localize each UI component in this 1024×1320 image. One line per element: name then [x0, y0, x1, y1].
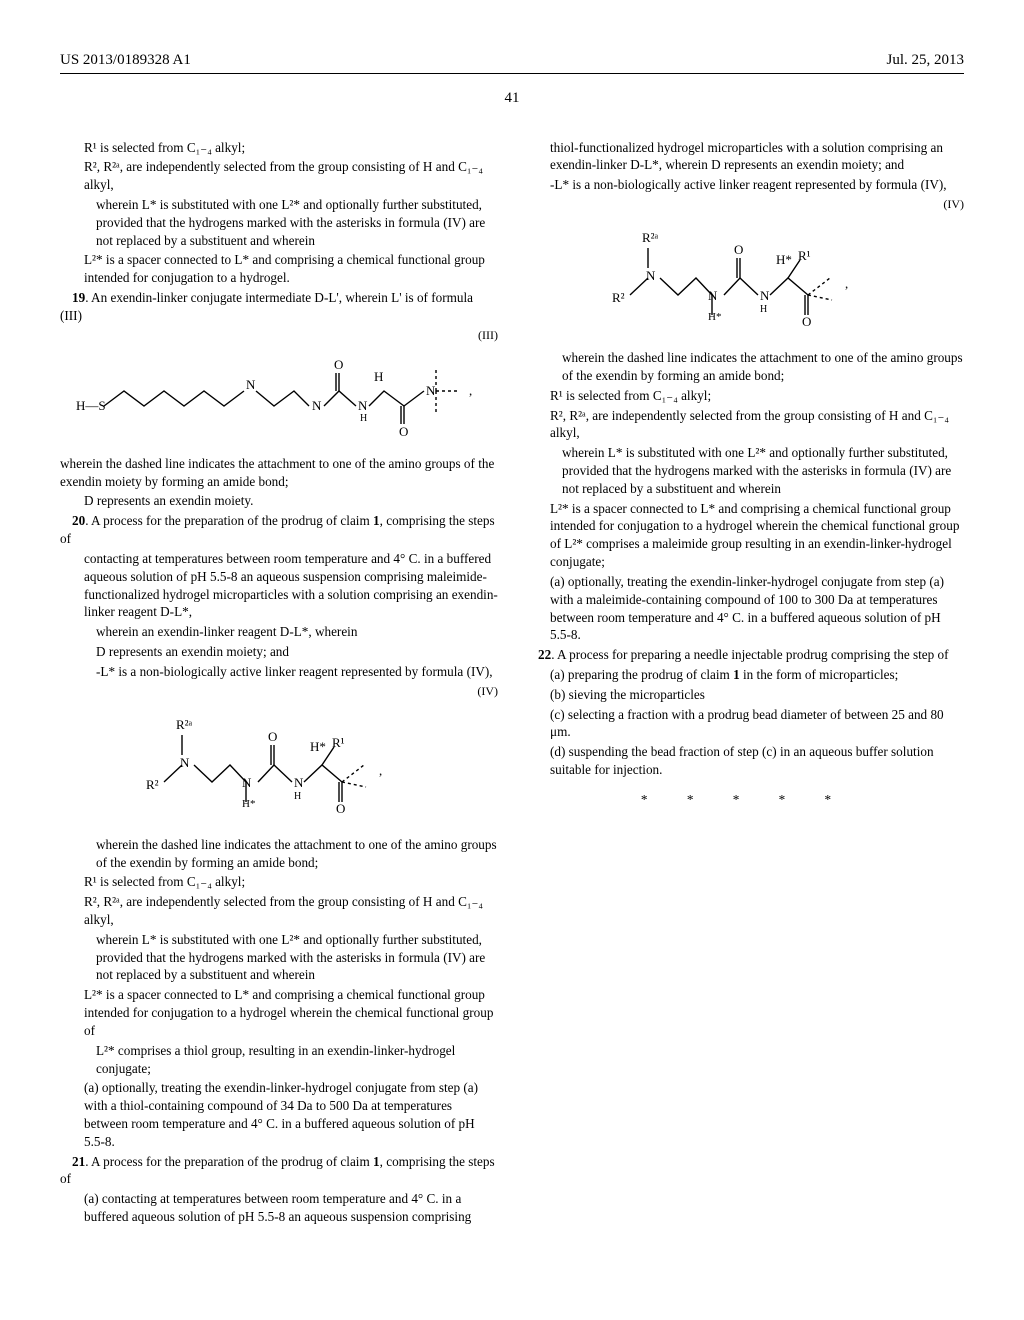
claims-text: R¹ is selected from C₁₋₄ alkyl; R², R²ᵃ,…	[60, 139, 964, 1229]
svg-text:,: ,	[469, 383, 472, 398]
svg-text:R²: R²	[146, 777, 159, 792]
svg-text:N: N	[358, 398, 368, 413]
svg-text:N: N	[242, 775, 252, 790]
svg-text:N: N	[180, 755, 190, 770]
formula-tag-iv-2: (IV)	[526, 196, 964, 212]
page-number: 41	[60, 88, 964, 108]
svg-text:N: N	[646, 268, 656, 283]
claim-number: 22	[538, 647, 551, 662]
svg-text:O: O	[334, 357, 343, 372]
svg-text:H: H	[294, 791, 301, 802]
svg-text:H*: H*	[242, 798, 255, 810]
svg-text:H*: H*	[776, 252, 792, 267]
claim-line: -L* is a non-biologically active linker …	[60, 663, 498, 681]
svg-text:H: H	[760, 304, 767, 315]
claim-line: (d) suspending the bead fraction of step…	[526, 743, 964, 779]
claim-line: D represents an exendin moiety.	[60, 492, 498, 510]
claim-line: R², R²ᵃ, are independently selected from…	[526, 407, 964, 443]
formula-iv-block-1: (IV) R²	[60, 683, 498, 822]
claim-line: wherein L* is substituted with one L²* a…	[60, 196, 498, 249]
svg-text:N: N	[294, 775, 304, 790]
claim-line: R¹ is selected from C₁₋₄ alkyl;	[60, 139, 498, 157]
claim-number: 21	[72, 1154, 85, 1169]
formula-tag-iii: (III)	[60, 327, 498, 343]
svg-text:N: N	[760, 288, 770, 303]
svg-text:H—S: H—S	[76, 398, 106, 413]
svg-text:R¹: R¹	[332, 735, 345, 750]
claim-text: . An exendin-linker conjugate intermedia…	[60, 290, 473, 323]
claim-19: 19. An exendin-linker conjugate intermed…	[60, 289, 498, 325]
claim-line: D represents an exendin moiety; and	[60, 643, 498, 661]
claim-number: 20	[72, 513, 85, 528]
claim-line: wherein the dashed line indicates the at…	[60, 455, 498, 491]
claim-line: -L* is a non-biologically active linker …	[526, 176, 964, 194]
publication-number: US 2013/0189328 A1	[60, 50, 191, 70]
svg-text:R²ᵃ: R²ᵃ	[642, 230, 659, 245]
claim-line: L²* is a spacer connected to L* and comp…	[60, 986, 498, 1039]
svg-text:H*: H*	[708, 311, 721, 323]
claim-line: (c) selecting a fraction with a prodrug …	[526, 706, 964, 742]
claim-line: R², R²ᵃ, are independently selected from…	[60, 893, 498, 929]
patent-page: US 2013/0189328 A1 Jul. 25, 2013 41 R¹ i…	[0, 0, 1024, 1320]
claim-line: L²* is a spacer connected to L* and comp…	[526, 500, 964, 571]
svg-text:O: O	[399, 424, 408, 439]
claim-text: in the form of microparticles;	[740, 667, 899, 682]
claim-line: R², R²ᵃ, are independently selected from…	[60, 158, 498, 194]
formula-iv-block-2: (IV) R²	[526, 196, 964, 335]
claim-line: wherein the dashed line indicates the at…	[526, 349, 964, 385]
claim-line: R¹ is selected from C₁₋₄ alkyl;	[60, 873, 498, 891]
formula-tag-iv: (IV)	[60, 683, 498, 699]
svg-text:N: N	[312, 398, 322, 413]
claim-text: . A process for the preparation of the p…	[85, 1154, 373, 1169]
svg-text:N: N	[246, 377, 256, 392]
claim-22: 22. A process for preparing a needle inj…	[526, 646, 964, 664]
claim-line: wherein an exendin-linker reagent D-L*, …	[60, 623, 498, 641]
claim-text: . A process for preparing a needle injec…	[551, 647, 948, 662]
svg-text:,: ,	[845, 276, 848, 291]
claim-line: wherein L* is substituted with one L²* a…	[60, 931, 498, 984]
svg-text:O: O	[268, 729, 277, 744]
formula-iii-block: (III) H—S N	[60, 327, 498, 441]
publication-date: Jul. 25, 2013	[886, 50, 964, 70]
claim-line: L²* is a spacer connected to L* and comp…	[60, 251, 498, 287]
claim-text: (a) preparing the prodrug of claim	[550, 667, 733, 682]
svg-text:R²ᵃ: R²ᵃ	[176, 717, 193, 732]
claim-ref: 1	[733, 667, 740, 682]
claim-text: . A process for the preparation of the p…	[85, 513, 373, 528]
claim-line: (b) sieving the microparticles	[526, 686, 964, 704]
claim-20: 20. A process for the preparation of the…	[60, 512, 498, 548]
claim-line: (a) preparing the prodrug of claim 1 in …	[526, 666, 964, 684]
svg-text:R²: R²	[612, 290, 625, 305]
end-of-claims-marker: * * * * *	[526, 791, 964, 809]
claim-line: wherein the dashed line indicates the at…	[60, 836, 498, 872]
page-header: US 2013/0189328 A1 Jul. 25, 2013	[60, 50, 964, 74]
claim-line: R¹ is selected from C₁₋₄ alkyl;	[526, 387, 964, 405]
svg-text:O: O	[734, 242, 743, 257]
svg-text:N: N	[426, 383, 436, 398]
svg-text:O: O	[336, 801, 345, 816]
claim-line: L²* comprises a thiol group, resulting i…	[60, 1042, 498, 1078]
claim-number: 19	[72, 290, 85, 305]
svg-text:H: H	[374, 369, 383, 384]
chemical-structure-iv-2: R² R²ᵃ N N H* O N H H* R¹ O ,	[600, 220, 890, 335]
chemical-structure-iv: R² R²ᵃ N N H* O N H H* R¹ O ,	[134, 707, 424, 822]
svg-text:H: H	[360, 413, 367, 424]
svg-text:R¹: R¹	[798, 248, 811, 263]
chemical-structure-iii: H—S N N N H O H N O ,	[74, 351, 484, 441]
svg-text:O: O	[802, 314, 811, 329]
claim-ref: 1	[373, 1154, 380, 1169]
claim-line: (a) optionally, treating the exendin-lin…	[526, 573, 964, 644]
svg-text:N: N	[708, 288, 718, 303]
claim-ref: 1	[373, 513, 380, 528]
svg-text:H*: H*	[310, 739, 326, 754]
claim-21: 21. A process for the preparation of the…	[60, 1153, 498, 1189]
svg-text:,: ,	[379, 763, 382, 778]
claim-line: (a) optionally, treating the exendin-lin…	[60, 1079, 498, 1150]
claim-line: contacting at temperatures between room …	[60, 550, 498, 621]
claim-line: wherein L* is substituted with one L²* a…	[526, 444, 964, 497]
